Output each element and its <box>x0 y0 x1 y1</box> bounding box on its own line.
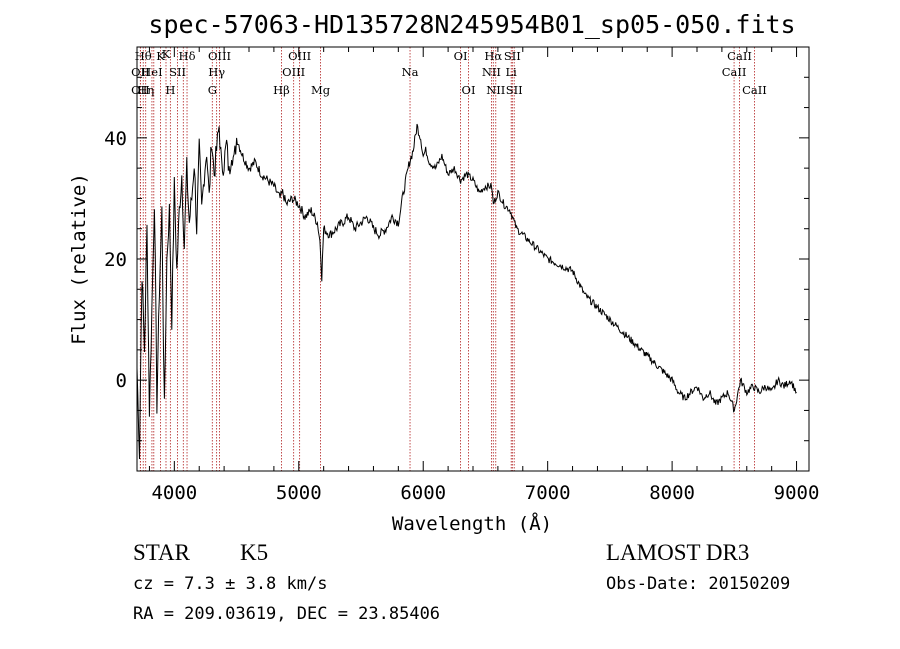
line-label-23: Hα <box>484 49 502 63</box>
line-label-4: HeI <box>141 65 162 79</box>
plot-frame <box>136 46 810 472</box>
line-label-1: OII <box>131 83 150 97</box>
line-label-9: SII <box>169 65 186 79</box>
y-tick-label: 0 <box>116 370 127 392</box>
y-tick-label: 40 <box>104 128 127 150</box>
line-label-30: CaII <box>742 83 767 97</box>
line-label-17: OIII <box>288 49 311 63</box>
spectral-line-markers <box>139 47 755 471</box>
line-label-20: OI <box>454 49 468 63</box>
sky-coordinates: RA = 209.03619, DEC = 23.85406 <box>133 604 440 624</box>
spectrum-line <box>136 123 797 460</box>
line-label-6: K <box>156 49 165 63</box>
line-label-3: Hη <box>137 83 154 97</box>
line-label-2: Hθ <box>135 49 152 63</box>
x-tick-label: 5000 <box>276 482 322 504</box>
line-label-11: Hδ <box>179 49 196 63</box>
line-label-24: NII <box>486 83 505 97</box>
chart-title: spec-57063-HD135728N245954B01_sp05-050.f… <box>148 10 795 39</box>
x-tick-label: 4000 <box>151 482 197 504</box>
object-class: STAR <box>133 540 191 565</box>
line-label-16: OIII <box>282 65 305 79</box>
line-label-8: H <box>165 83 175 97</box>
x-axis-ticks: 4000 5000 6000 7000 8000 9000 <box>148 47 820 504</box>
y-tick-label: 20 <box>104 249 127 271</box>
x-tick-label: 6000 <box>400 482 446 504</box>
observation-date: Obs-Date: 20150209 <box>606 574 790 594</box>
line-label-14: OIII <box>208 49 231 63</box>
line-label-15: Hβ <box>273 83 290 97</box>
line-label-29: CaII <box>727 49 752 63</box>
line-label-26: SII <box>504 49 521 63</box>
y-axis-ticks: 0 20 40 <box>104 76 809 442</box>
x-tick-label: 7000 <box>525 482 571 504</box>
spectral-subclass: K5 <box>240 540 268 565</box>
line-label-0: OII <box>131 65 150 79</box>
line-label-7: K <box>162 47 171 61</box>
survey-name: LAMOST DR3 <box>606 540 749 565</box>
line-label-12: G <box>208 83 217 97</box>
line-label-28: CaII <box>722 65 747 79</box>
spectral-line-labels: OIIOIIHθHηHeIKKHSIIHδGHγOIIIHβOIIIOIIIMg… <box>131 47 767 97</box>
line-label-13: Hγ <box>208 65 225 79</box>
line-label-21: OI <box>462 83 476 97</box>
x-axis-label: Wavelength (Å) <box>392 512 552 535</box>
y-axis-label: Flux (relative) <box>68 173 90 345</box>
redshift-cz: cz = 7.3 ± 3.8 km/s <box>133 574 327 594</box>
line-label-19: Na <box>402 65 419 79</box>
line-label-27: SII <box>506 83 523 97</box>
line-label-18: Mg <box>311 83 331 97</box>
x-tick-label: 9000 <box>774 482 820 504</box>
line-label-22: NII <box>482 65 501 79</box>
x-tick-label: 8000 <box>649 482 695 504</box>
line-label-25: Li <box>506 65 518 79</box>
